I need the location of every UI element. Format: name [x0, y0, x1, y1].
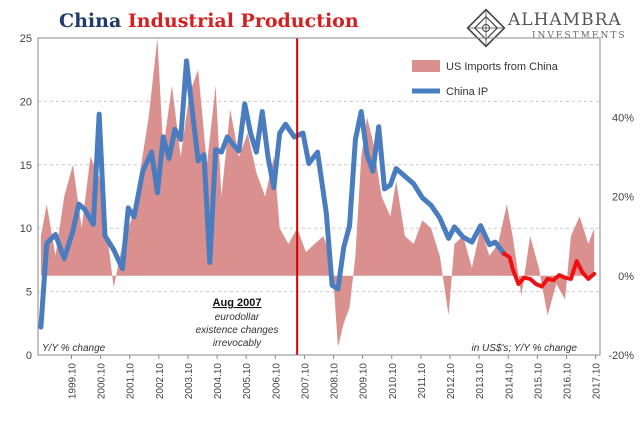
title-part-1: China	[59, 10, 122, 32]
logo-subtext: INVESTMENTS	[532, 31, 627, 41]
logo-text: ALHAMBRA	[508, 10, 622, 30]
left-tick-label: 0	[26, 350, 32, 362]
us-imports-area	[40, 38, 595, 348]
x-tick-label: 2014.10	[504, 363, 515, 400]
x-tick-label: 2007.10	[300, 363, 311, 400]
x-axis-ticks: 1999.10 2000.10 2001.10 2002.10 2003.10 2004.…	[67, 355, 603, 400]
x-tick-label: 2017.10	[592, 363, 603, 400]
x-tick-label: 2000.10	[97, 363, 108, 400]
x-tick-label: 2006.10	[271, 363, 282, 400]
legend-label-imports: US Imports from China	[446, 61, 559, 73]
annotation-line-2: existence changes	[196, 325, 279, 336]
annotation-title: Aug 2007	[213, 297, 262, 309]
x-tick-label: 2005.10	[242, 363, 253, 400]
left-axis-label: Y/Y % change	[42, 343, 106, 354]
annotation-line-1: eurodollar	[215, 312, 260, 323]
x-tick-label: 2010.10	[388, 363, 399, 400]
left-tick-label: 20	[20, 96, 32, 108]
plot-frame	[37, 37, 601, 356]
grid-lines	[38, 37, 600, 356]
right-axis-ticks: -20% 0% 20% 40%	[608, 112, 634, 362]
x-tick-label: 2001.10	[126, 363, 137, 400]
left-tick-label: 10	[20, 223, 32, 235]
alhambra-logo-icon	[466, 8, 506, 48]
left-tick-label: 5	[26, 287, 32, 299]
left-axis-ticks: 0 5 10 15 20 25	[20, 33, 32, 362]
x-tick-label: 2015.10	[533, 363, 544, 400]
title-part-2: Industrial Production	[127, 10, 359, 32]
right-tick-label: -20%	[608, 350, 634, 362]
x-tick-label: 2002.10	[155, 363, 166, 400]
right-tick-label: 40%	[612, 112, 634, 124]
x-tick-label: 2008.10	[330, 363, 341, 400]
x-tick-label: 2016.10	[563, 363, 574, 400]
right-axis-label: in US$'s; Y/Y % change	[472, 343, 578, 354]
x-tick-label: 1999.10	[67, 363, 78, 400]
x-tick-label: 2004.10	[213, 363, 224, 400]
right-tick-label: 20%	[612, 192, 634, 204]
china-ip-line	[38, 58, 507, 330]
x-tick-label: 2013.10	[475, 363, 486, 400]
legend-swatch-imports	[412, 60, 440, 72]
x-tick-label: 2011.10	[417, 363, 428, 399]
left-tick-label: 15	[20, 160, 32, 172]
legend-label-ip: China IP	[446, 86, 488, 98]
annotation-line-3: irrevocably	[213, 338, 262, 349]
right-tick-label: 0%	[618, 271, 634, 283]
left-tick-label: 25	[20, 33, 32, 45]
chart-title: China Industrial Production	[59, 10, 359, 32]
x-tick-label: 2009.10	[359, 363, 370, 400]
china-ip-recent-line	[501, 251, 597, 289]
x-tick-label: 2003.10	[184, 363, 195, 400]
x-tick-label: 2012.10	[446, 363, 457, 400]
